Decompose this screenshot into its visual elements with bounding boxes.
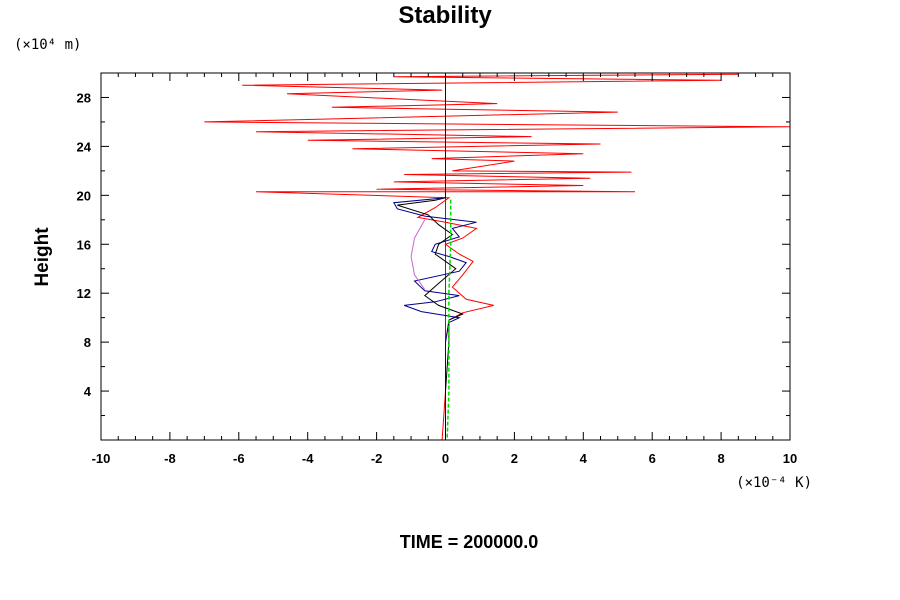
x-tick-label: -8 [164, 451, 176, 466]
series-layer [204, 73, 791, 441]
x-tick-label: 2 [511, 451, 518, 466]
y-tick-label: 28 [77, 90, 91, 105]
y-tick-label: 20 [77, 188, 91, 203]
x-tick-label: 4 [580, 451, 588, 466]
series-line-4 [410, 219, 426, 290]
y-axis-label: Height [32, 227, 53, 287]
series-line-1 [204, 73, 791, 441]
x-tick-label: 8 [717, 451, 724, 466]
y-tick-label: 4 [84, 384, 92, 399]
y-tick-label: 12 [77, 286, 91, 301]
series-line-5 [446, 197, 452, 438]
chart-title: Stability [398, 2, 492, 29]
y-tick-label: 24 [77, 139, 92, 154]
x-tick-label: 6 [649, 451, 656, 466]
x-tick-label: -10 [92, 451, 111, 466]
x-tick-label: -6 [233, 451, 245, 466]
y-tick-label: 8 [84, 335, 91, 350]
series-line-3 [397, 197, 465, 440]
series-line-2 [392, 73, 477, 440]
x-tick-label: 0 [442, 451, 449, 466]
y-tick-label: 16 [77, 237, 91, 252]
x-unit-label: (×10⁻⁴ K) [736, 475, 812, 491]
time-label: TIME = 200000.0 [400, 532, 539, 552]
y-unit-label: (×10⁴ m) [14, 37, 81, 53]
x-tick-label: 10 [783, 451, 797, 466]
x-tick-label: -4 [302, 451, 314, 466]
x-tick-label: -2 [371, 451, 383, 466]
